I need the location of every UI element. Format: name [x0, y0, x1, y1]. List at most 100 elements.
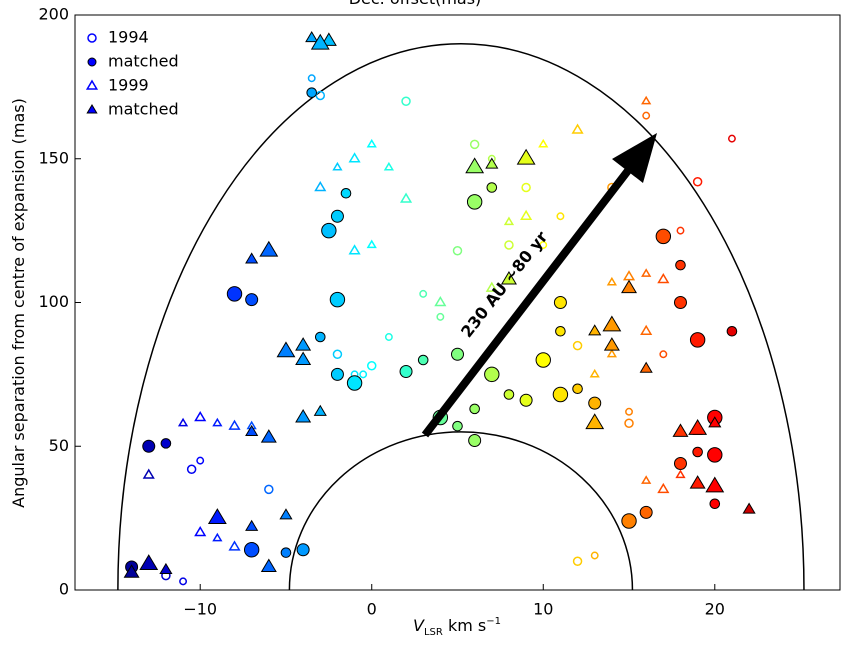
filled-circle	[280, 547, 292, 558]
open-circle	[521, 182, 531, 193]
legend-label: 1994	[108, 28, 149, 47]
open-circle	[590, 551, 599, 560]
filled-circle	[552, 386, 569, 403]
filled-circle	[321, 222, 337, 239]
filled-circle	[245, 293, 259, 307]
legend-label: matched	[108, 100, 179, 119]
open-circle	[307, 74, 316, 83]
open-triangle	[641, 475, 652, 484]
open-triangle	[85, 79, 99, 90]
filled-triangle	[260, 558, 277, 572]
open-triangle	[606, 348, 617, 358]
filled-circle	[707, 447, 723, 463]
open-circle	[642, 111, 651, 120]
y-tick-label: 200	[38, 5, 69, 24]
inner-ellipse	[288, 431, 634, 591]
open-triangle	[366, 138, 377, 148]
filled-triangle	[485, 157, 499, 169]
filled-circle	[314, 331, 326, 343]
filled-circle	[346, 375, 363, 391]
filled-circle	[692, 446, 703, 458]
open-circle	[384, 333, 393, 341]
open-triangle	[485, 281, 498, 292]
filled-triangle	[295, 337, 312, 351]
open-circle	[504, 240, 514, 250]
open-circle	[572, 340, 583, 351]
filled-triangle	[207, 508, 227, 525]
filled-triangle	[86, 104, 98, 114]
filled-circle	[87, 57, 97, 67]
open-circle	[186, 464, 197, 474]
filled-circle	[452, 420, 463, 432]
filled-triangle	[639, 361, 653, 373]
arrow-shaft	[421, 165, 634, 438]
open-circle	[87, 33, 97, 43]
filled-circle	[535, 352, 551, 368]
chart-title: Dec. offset(mas)	[349, 0, 482, 8]
filled-circle	[689, 332, 706, 348]
filled-circle	[621, 513, 637, 529]
y-tick-label: 0	[59, 580, 69, 599]
filled-triangle	[159, 562, 173, 574]
x-tick-label: −10	[183, 600, 217, 619]
filled-triangle	[245, 424, 259, 436]
open-triangle	[194, 411, 207, 422]
filled-circle	[160, 438, 172, 449]
filled-triangle	[279, 508, 293, 520]
y-tick-label: 100	[38, 292, 69, 311]
open-triangle	[571, 123, 584, 134]
outer-ellipse	[117, 43, 805, 591]
filled-circle	[675, 259, 686, 271]
open-triangle	[434, 296, 447, 307]
filled-circle	[673, 296, 687, 309]
filled-triangle	[621, 279, 638, 294]
filled-circle	[340, 187, 352, 199]
filled-triangle	[295, 409, 312, 423]
open-triangle	[675, 469, 686, 479]
filled-circle	[503, 389, 515, 400]
filled-triangle	[245, 519, 259, 531]
legend: 1994 matched 1999 matched	[108, 28, 179, 119]
open-triangle	[177, 417, 189, 427]
x-axis-label: VLSR km s−1	[413, 616, 501, 638]
open-triangle	[348, 152, 361, 163]
filled-circle	[484, 366, 500, 383]
filled-circle	[486, 182, 498, 193]
open-circle	[556, 212, 565, 221]
open-triangle	[228, 419, 241, 430]
open-triangle	[332, 161, 343, 171]
y-tick-label: 150	[38, 148, 69, 167]
x-label-main: V	[413, 616, 425, 635]
open-triangle	[657, 482, 670, 494]
open-circle	[659, 350, 668, 359]
open-circle	[692, 177, 703, 187]
filled-circle	[468, 434, 482, 447]
open-circle	[419, 289, 428, 298]
filled-circle	[306, 87, 318, 98]
filled-triangle	[305, 31, 319, 43]
open-triangle	[383, 161, 395, 171]
open-triangle	[606, 276, 617, 286]
open-triangle	[314, 181, 327, 192]
filled-triangle	[689, 475, 706, 489]
filled-triangle	[742, 502, 756, 514]
x-label-sup: −1	[486, 616, 501, 627]
open-circle	[332, 349, 343, 359]
x-tick-label: 0	[367, 600, 377, 619]
open-triangle	[194, 526, 207, 537]
filled-circle	[243, 542, 260, 558]
filled-circle	[726, 325, 738, 337]
filled-circle	[469, 403, 480, 415]
filled-circle	[142, 439, 156, 453]
filled-circle	[553, 296, 567, 309]
filled-triangle	[123, 564, 140, 578]
legend-label: matched	[108, 52, 179, 71]
open-circle	[359, 370, 368, 379]
filled-circle	[329, 291, 346, 308]
open-circle	[469, 139, 480, 150]
filled-triangle	[500, 271, 517, 285]
open-triangle	[212, 532, 223, 542]
filled-circle	[330, 367, 344, 381]
open-circle	[727, 134, 736, 143]
open-triangle	[212, 417, 223, 427]
